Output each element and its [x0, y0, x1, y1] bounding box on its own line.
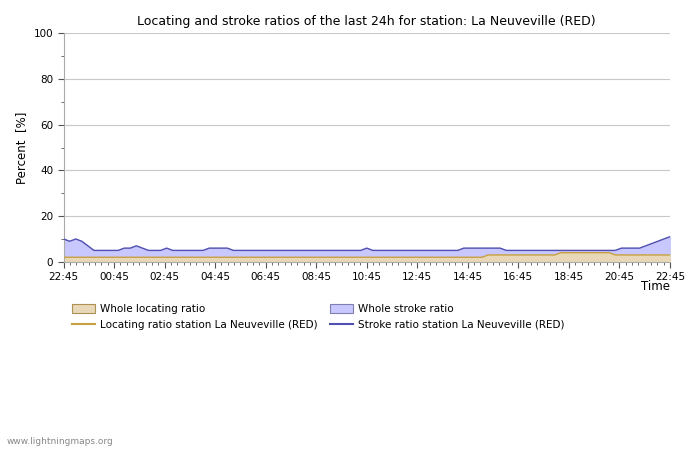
Title: Locating and stroke ratios of the last 24h for station: La Neuveville (RED): Locating and stroke ratios of the last 2…: [137, 15, 596, 28]
Text: www.lightningmaps.org: www.lightningmaps.org: [7, 436, 113, 446]
Legend: Whole locating ratio, Locating ratio station La Neuveville (RED), Whole stroke r: Whole locating ratio, Locating ratio sta…: [72, 304, 565, 330]
Text: Time: Time: [641, 280, 670, 293]
Y-axis label: Percent  [%]: Percent [%]: [15, 112, 28, 184]
